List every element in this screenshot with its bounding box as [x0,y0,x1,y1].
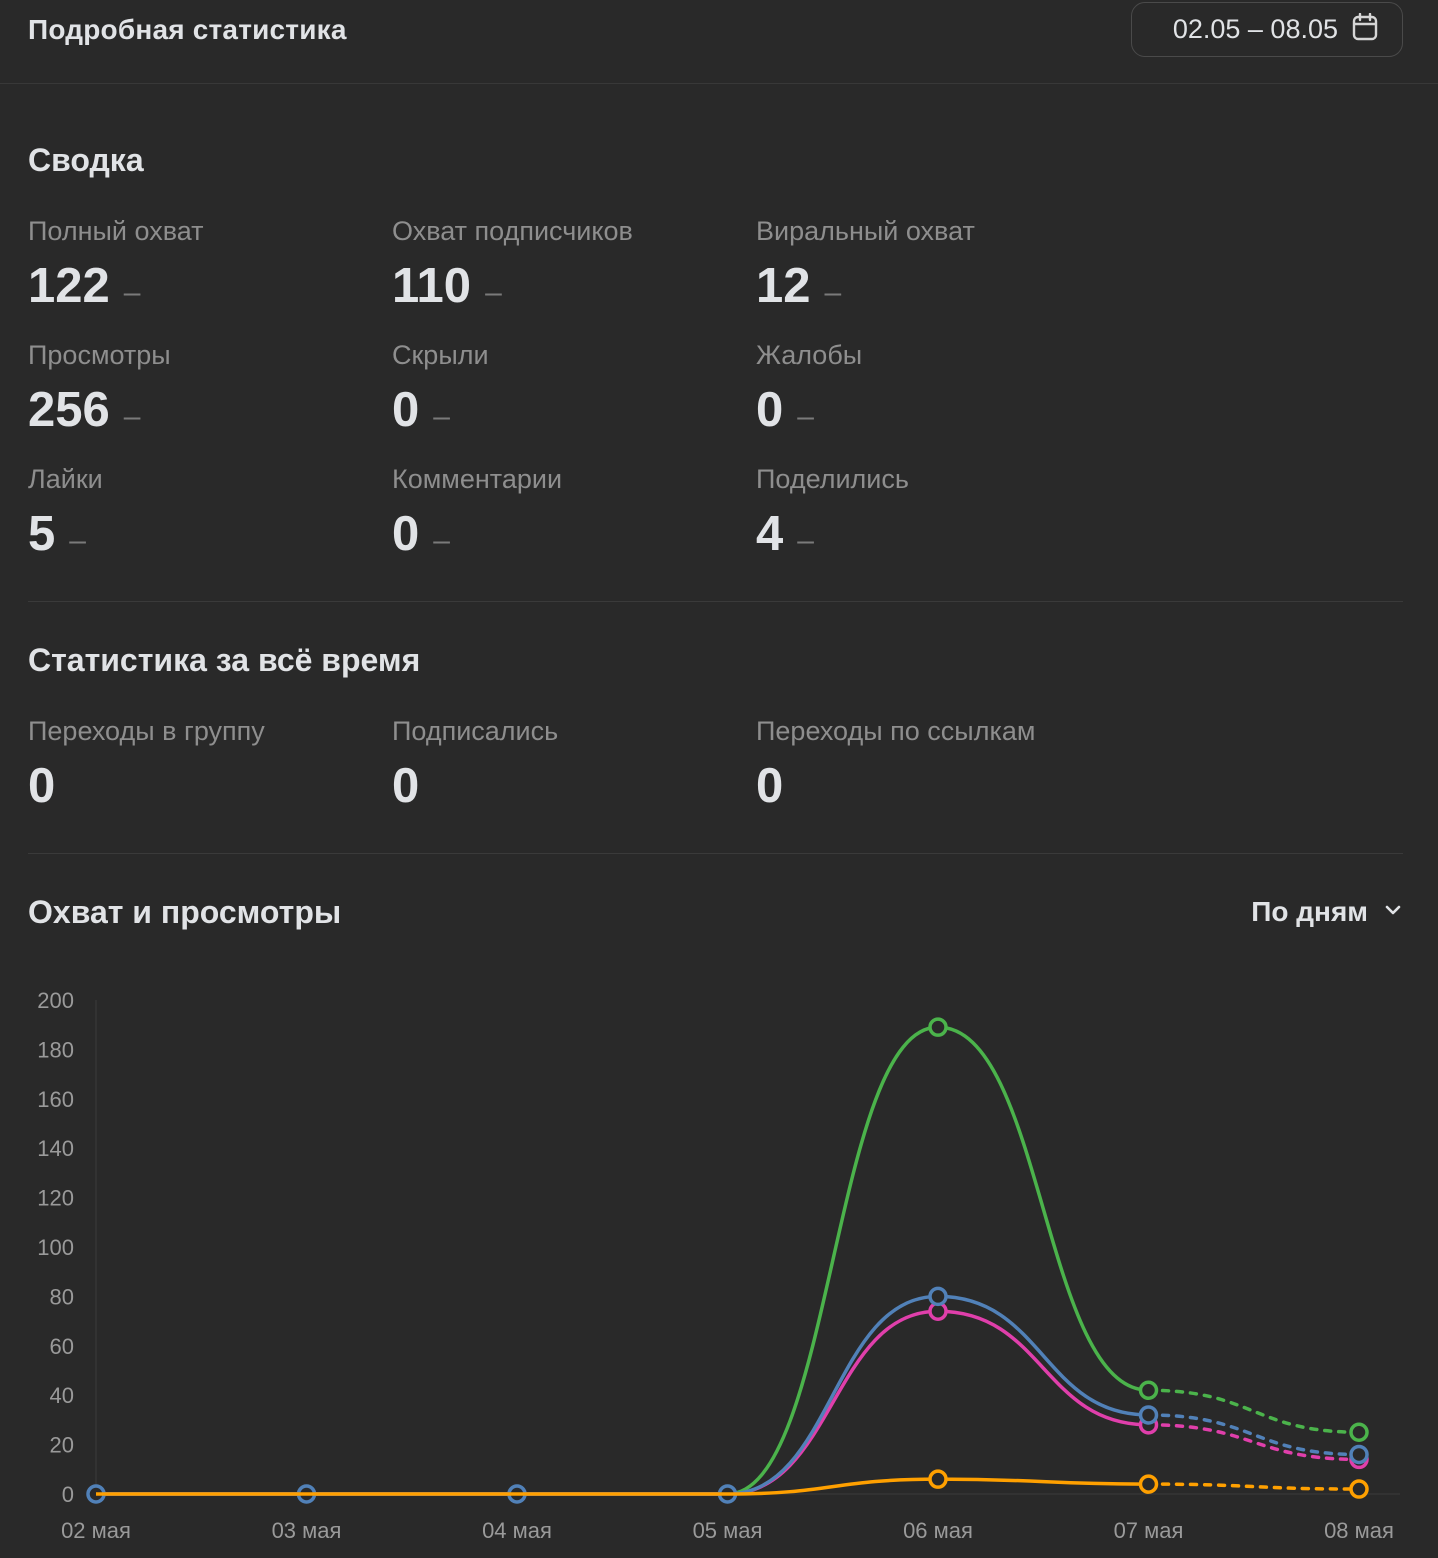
data-point [928,1286,948,1307]
series-line-forecast [1146,1423,1361,1462]
metric-total-reach: Полный охват 122– [28,218,368,311]
metric-label: Переходы в группу [28,716,265,746]
series-line-forecast [1146,1482,1361,1491]
metric-viral-reach: Виральный охват 12– [756,218,1096,311]
alltime-title: Статистика за всё время [28,642,421,678]
metric-label: Лайки [28,464,103,494]
x-tick-label: 06 мая [903,1518,973,1543]
metric-value: 256 [28,383,110,437]
metric-delta: – [123,276,141,309]
y-tick-label: 180 [37,1037,74,1062]
series-line-solid [96,1025,1149,1496]
period-label: По дням [1251,896,1368,927]
chevron-down-icon [1384,903,1402,921]
calendar-icon [1352,12,1378,46]
metric-delta: – [797,400,814,433]
data-point [1349,1444,1369,1465]
y-tick-label: 200 [37,988,74,1013]
metric-label: Просмотры [28,340,171,370]
metric-value: 122 [28,259,110,313]
metric-value: 0 [392,383,420,437]
data-point [1138,1474,1159,1494]
metric-label: Поделились [756,464,909,494]
x-tick-label: 05 мая [693,1518,763,1543]
metric-group-visits: Переходы в группу 0 [28,718,368,811]
y-tick-label: 140 [37,1136,74,1161]
series-line-forecast [1146,1413,1361,1457]
metric-value: 0 [756,759,784,813]
data-point [928,1017,948,1037]
metric-delta: – [433,400,450,433]
y-tick-label: 100 [37,1235,74,1260]
metric-delta: – [824,276,842,309]
data-point [1138,1380,1159,1401]
x-tick-label: 03 мая [272,1518,342,1543]
metric-subscribed: Подписались 0 [392,718,732,811]
data-point [928,1469,948,1489]
metric-label: Жалобы [756,340,863,370]
y-tick-label: 60 [50,1334,74,1359]
metric-label: Виральный охват [756,216,975,246]
metric-subscriber-reach: Охват подписчиков 110– [392,218,732,311]
series-line-solid [96,1294,1149,1496]
series-line-solid [96,1477,1149,1496]
divider [28,601,1403,602]
date-range-label: 02.05 – 08.05 [1172,14,1338,44]
x-tick-label: 02 мая [61,1518,131,1543]
y-tick-label: 160 [37,1087,74,1112]
metric-views: Просмотры 256– [28,342,368,435]
metric-value: 0 [756,383,784,437]
data-point [1349,1479,1369,1499]
series-line-solid [96,1309,1149,1496]
metric-label: Скрыли [392,340,489,370]
metric-value: 0 [392,759,420,813]
y-tick-label: 120 [37,1186,74,1211]
date-range-button[interactable]: 02.05 – 08.05 [1131,2,1403,57]
metric-delta: – [797,524,814,557]
x-tick-label: 08 мая [1324,1518,1394,1543]
reach-views-title: Охват и просмотры [28,894,342,930]
y-tick-label: 40 [50,1383,74,1408]
y-tick-label: 80 [50,1284,74,1309]
metric-complaints: Жалобы 0– [756,342,1096,435]
metric-comments: Комментарии 0– [392,466,732,559]
metric-value: 0 [392,507,420,561]
top-bar: Подробная статистика 02.05 – 08.05 [0,0,1438,84]
metric-hidden: Скрыли 0– [392,342,732,435]
metric-label: Переходы по ссылкам [756,716,1036,746]
metric-delta: – [485,276,502,309]
metric-value: 0 [28,759,56,813]
data-point [1349,1422,1369,1442]
page-title: Подробная статистика [28,14,347,45]
metric-shares: Поделились 4– [756,466,1096,559]
x-tick-label: 07 мая [1114,1518,1184,1543]
metric-delta: – [69,524,86,557]
x-tick-label: 04 мая [482,1518,552,1543]
metric-label: Подписались [392,716,559,746]
y-tick-label: 0 [62,1482,74,1507]
metric-value: 110 [392,259,472,313]
period-selector[interactable]: По дням [1251,896,1402,928]
metric-delta: – [123,400,141,433]
metric-delta: – [433,524,450,557]
metric-label: Охват подписчиков [392,216,633,246]
metric-value: 5 [28,507,56,561]
metric-label: Комментарии [392,464,563,494]
summary-title: Сводка [28,142,144,178]
metric-value: 4 [756,507,784,561]
reach-views-chart: 0 20 40 60 80 100 120 140 160 180 200 02 мая 03 мая 0… [37,988,1400,1543]
metric-link-clicks: Переходы по ссылкам 0 [756,718,1096,811]
data-point [1138,1405,1159,1425]
y-tick-label: 20 [50,1433,74,1458]
series-line-forecast [1146,1388,1361,1434]
metric-likes: Лайки 5– [28,466,368,559]
divider [28,853,1403,854]
metric-value: 12 [756,259,811,313]
metric-label: Полный охват [28,216,204,246]
